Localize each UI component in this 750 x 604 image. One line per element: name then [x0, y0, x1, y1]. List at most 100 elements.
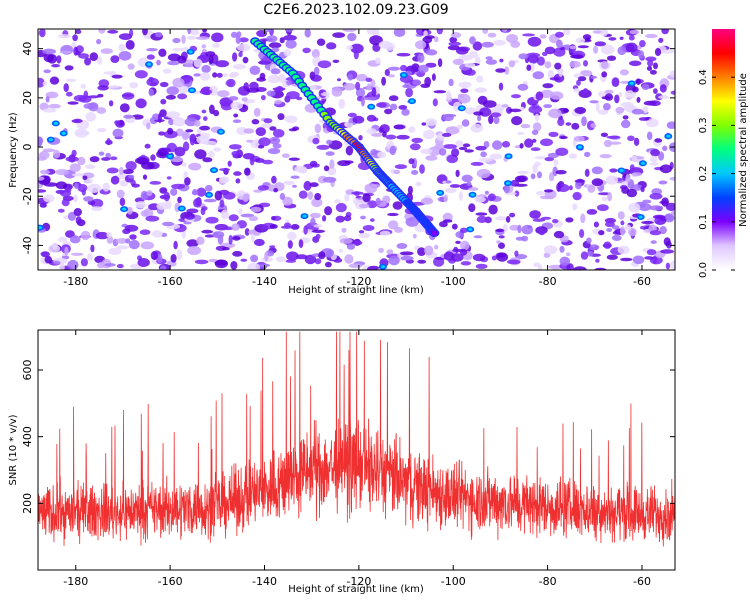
heatmap-cell: [365, 77, 373, 83]
heatmap-cell: [222, 247, 230, 251]
heatmap-cell: [89, 52, 99, 61]
heatmap-cell: [270, 68, 281, 75]
heatmap-cell: [163, 191, 170, 202]
heatmap-cell: [139, 229, 151, 235]
heatmap-cell: [85, 112, 97, 122]
heatmap-cell: [452, 58, 464, 66]
heatmap-cell: [119, 197, 126, 207]
heatmap-cell: [228, 96, 239, 101]
heatmap-cell: [111, 74, 123, 79]
heatmap-cell: [646, 66, 653, 71]
heatmap-cell: [478, 157, 493, 162]
heatmap-cell: [112, 128, 124, 138]
heatmap-cell: [493, 116, 500, 125]
heatmap-cell: [39, 169, 50, 175]
heatmap-cell: [468, 51, 479, 58]
heatmap-cell: [653, 88, 658, 94]
heatmap-cell: [140, 210, 149, 217]
heatmap-cell: [599, 154, 612, 159]
heatmap-cell: [298, 239, 304, 249]
heatmap-cell: [652, 214, 666, 219]
heatmap-cell: [149, 181, 162, 185]
heatmap-cell: [418, 64, 429, 74]
heatmap-cell: [660, 249, 675, 254]
heatmap-cell: [445, 180, 452, 184]
heatmap-cell: [188, 162, 202, 171]
heatmap-cell: [449, 36, 458, 44]
heatmap-cell: [606, 135, 620, 139]
heatmap-cell: [55, 169, 69, 176]
heatmap-cell: [183, 221, 192, 225]
heatmap-cell: [489, 153, 503, 160]
heatmap-cell: [338, 98, 346, 109]
heatmap-cell: [654, 48, 662, 56]
heatmap-cell: [417, 259, 427, 264]
heatmap-cell: [517, 170, 530, 175]
heatmap-cell: [415, 40, 427, 50]
heatmap-cell: [629, 164, 635, 172]
heatmap-cell: [382, 131, 387, 138]
heatmap-cell: [521, 224, 534, 235]
heatmap-cell: [125, 238, 131, 244]
heatmap-cell: [97, 56, 103, 65]
heatmap-cell: [534, 161, 541, 167]
heatmap-cell: [499, 58, 504, 63]
heatmap-cell: [483, 141, 490, 148]
heatmap-cell: [118, 43, 126, 52]
heatmap-cell: [455, 240, 461, 244]
heatmap-cell: [282, 196, 293, 206]
heatmap-cell: [338, 248, 343, 253]
heatmap-cell: [185, 129, 194, 133]
heatmap-cell: [603, 241, 612, 249]
heatmap-cell: [106, 231, 112, 238]
heatmap-cell: [495, 228, 505, 233]
heatmap-cell: [187, 29, 192, 35]
heatmap-cell: [347, 73, 354, 81]
heatmap-cell: [116, 245, 130, 250]
heatmap-cell: [309, 85, 317, 90]
heatmap-cell: [557, 117, 565, 127]
heatmap-cell: [194, 149, 207, 160]
heatmap-cell: [490, 112, 502, 118]
heatmap-cell: [369, 35, 383, 46]
heatmap-cell: [45, 91, 59, 99]
heatmap-cell: [631, 172, 643, 177]
heatmap-cell: [554, 62, 562, 70]
heatmap-cell: [553, 230, 565, 239]
heatmap-cell: [451, 148, 460, 157]
heatmap-cell: [547, 69, 554, 80]
heatmap-cell: [208, 150, 215, 158]
heatmap-cell: [312, 137, 320, 145]
heatmap-cell: [558, 68, 563, 77]
heatmap-cell: [171, 183, 186, 190]
heatmap-cell: [532, 218, 546, 222]
heatmap-cell: [339, 238, 353, 244]
heatmap-cell: [80, 258, 88, 267]
heatmap-cell: [172, 47, 185, 52]
heatmap-cell: [547, 152, 560, 159]
heatmap-cell: [165, 94, 176, 100]
heatmap-cell: [586, 237, 592, 244]
heatmap-cell: [585, 37, 591, 42]
heatmap-cell: [449, 184, 461, 188]
heatmap-cell: [501, 141, 511, 148]
heatmap-cell: [350, 43, 364, 54]
heatmap-cell: [97, 85, 109, 91]
heatmap-cell: [201, 109, 207, 114]
heatmap-cell: [283, 34, 297, 41]
heatmap-cell: [119, 180, 129, 187]
heatmap-cell: [506, 259, 521, 265]
heatmap-cell: [43, 194, 55, 203]
heatmap-cell: [645, 118, 659, 128]
heatmap-cell: [284, 115, 298, 124]
heatmap-cell: [127, 63, 135, 70]
heatmap-hotspot-core: [61, 131, 66, 135]
heatmap-cell: [543, 189, 554, 193]
heatmap-ylabel: Frequency (Hz): [8, 112, 19, 188]
heatmap-cell: [314, 193, 322, 201]
heatmap-cell: [649, 230, 662, 236]
heatmap-cell: [548, 131, 559, 137]
heatmap-hotspot-core: [401, 73, 406, 77]
heatmap-cell: [343, 215, 352, 222]
heatmap-cell: [573, 266, 587, 270]
